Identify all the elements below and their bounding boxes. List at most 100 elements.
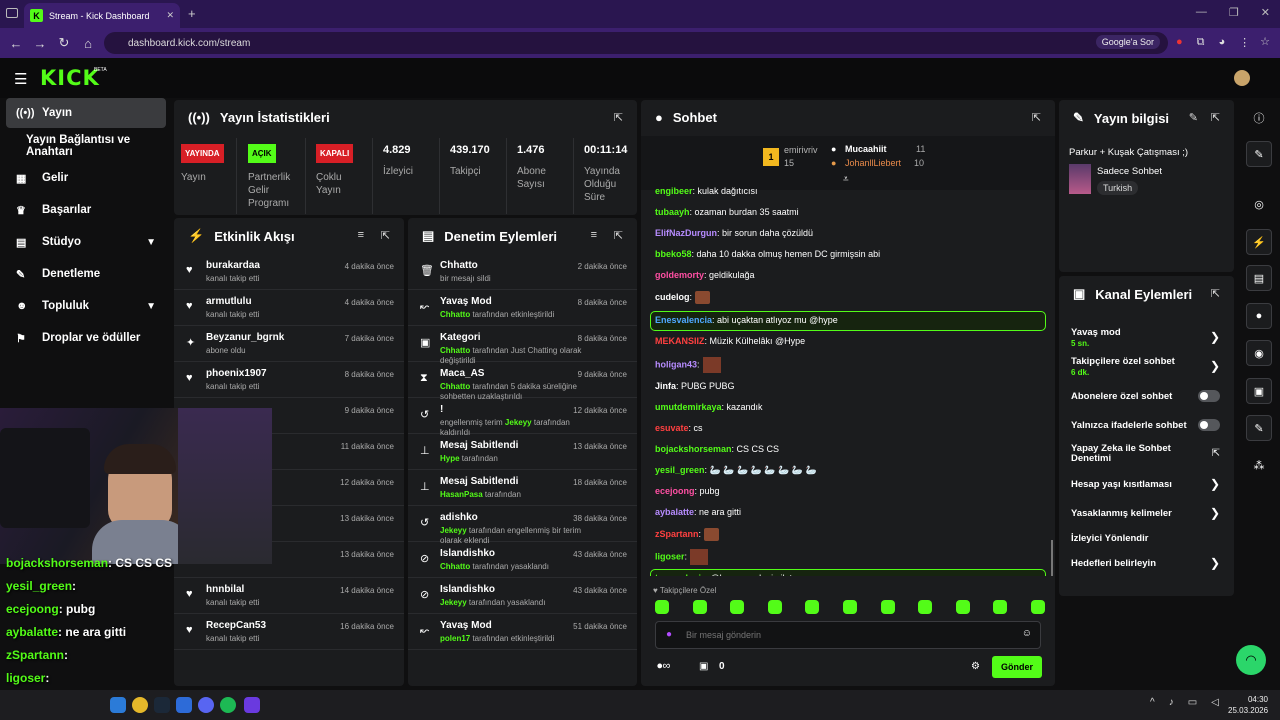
chat-username[interactable]: yesil_green	[655, 465, 705, 475]
kick-emote-icon[interactable]	[880, 600, 895, 614]
sidebar-item-gelir[interactable]: ▦ Gelir	[6, 163, 166, 193]
followers-chat-action[interactable]: Takipçilere özel sohbet 6 dk.	[1071, 356, 1175, 377]
actions-icon[interactable]: ▣	[1246, 378, 1272, 404]
chat-message[interactable]: Jinfa: PUBG PUBG	[655, 381, 735, 391]
chat-username[interactable]: goldemorty	[655, 270, 705, 280]
emotes-chat-toggle[interactable]	[1198, 419, 1220, 431]
kick-emote-icon[interactable]	[805, 600, 820, 614]
infinity-icon[interactable]: ⦁∞	[657, 660, 671, 672]
chat-username[interactable]: ElifNazDurgun	[655, 228, 717, 238]
event-user[interactable]: RecepCan53	[206, 620, 267, 631]
moderator-name[interactable]: Jekeyy	[504, 418, 532, 427]
chat-username[interactable]: zSpartann	[655, 528, 699, 539]
list-item[interactable]: ✦ Beyzanur_bgrnk abone oldu 7 dakika önc…	[174, 326, 404, 362]
chat-message[interactable]: ecejoong: pubg	[655, 486, 720, 496]
kick-emote-icon[interactable]	[730, 600, 745, 614]
chat-message[interactable]: bojackshorseman: CS CS CS	[655, 444, 779, 454]
kick-emote-icon[interactable]	[655, 600, 669, 614]
kick-emote-icon[interactable]	[918, 600, 933, 614]
extensions-icon[interactable]: ⧉	[1196, 36, 1205, 48]
url-field[interactable]: dashboard.kick.com/stream Google'a Sor	[104, 32, 1168, 54]
document-icon[interactable]: ▤	[1246, 265, 1272, 291]
chat-message[interactable]: yesil_green: 🦢 🦢 🦢 🦢 🦢 🦢 🦢 🦢	[655, 465, 817, 476]
list-item[interactable]: ⊥ Mesaj Sabitlendi HasanPasa tarafından …	[408, 470, 637, 506]
edit-pencil-icon[interactable]: ✎	[1246, 141, 1272, 167]
chat-message[interactable]: goldemorty: geldikulağa	[655, 270, 755, 280]
kick-emote-icon[interactable]	[993, 600, 1008, 614]
chat-message[interactable]: aybalatte: ne ara gitti	[655, 507, 741, 517]
support-headset-icon[interactable]: ◠	[1236, 645, 1266, 675]
microphone-icon[interactable]: ●	[666, 629, 673, 640]
chat-message[interactable]: zSpartann:	[655, 528, 720, 541]
chat-message[interactable]: engibeer: kulak dağıtıcısı	[655, 186, 758, 196]
lightning-icon[interactable]: ⚡	[1246, 229, 1272, 255]
chat-username[interactable]: ligoser	[655, 551, 685, 562]
chat-scrollbar[interactable]	[1051, 540, 1053, 576]
moderator-name[interactable]: Chhatto	[440, 382, 471, 391]
community-icon[interactable]: ⁂	[1253, 459, 1265, 472]
chat-username[interactable]: tubaayh	[655, 207, 690, 217]
chat-message[interactable]: MEKANSIIZ: Müzik Külhelâkı @Hype	[655, 336, 805, 346]
list-item[interactable]: ♥ hnnbilal kanalı takip etti 14 dakika ö…	[174, 578, 404, 614]
event-user[interactable]: Beyzanur_bgrnk	[206, 332, 285, 343]
kick-emote-icon[interactable]	[692, 600, 707, 614]
chat-input[interactable]: ● ☺	[655, 621, 1041, 649]
emoji-icon[interactable]: ☺	[1021, 628, 1032, 639]
leader-name[interactable]: JohanllLiebert	[845, 158, 902, 168]
event-user[interactable]: phoenix1907	[206, 368, 267, 379]
home-icon[interactable]: ⌂	[84, 35, 92, 51]
sidebar-item-studyo[interactable]: ▤ Stüdyo ▼	[6, 227, 166, 257]
chat-username[interactable]: holigan43	[655, 359, 698, 370]
chat-username[interactable]: engibeer	[655, 186, 693, 196]
wrench-icon[interactable]: ✎	[1246, 415, 1272, 441]
back-icon[interactable]: ←	[9, 35, 23, 51]
clock[interactable]: 04:30 25.03.2026	[1228, 694, 1268, 716]
chat-message[interactable]: ElifNazDurgun: bir sorun daha çözüldü	[655, 228, 813, 238]
file-explorer-icon[interactable]	[110, 697, 126, 713]
target-icon[interactable]: ◎	[1254, 198, 1264, 211]
chat-message[interactable]: Enesvalencia: abi uçaktan atlıyoz mu @hy…	[655, 315, 838, 325]
list-item[interactable]: ⊘ Islandishko Jekeyy tarafından yasaklan…	[408, 578, 637, 614]
event-user[interactable]: burakardaa	[206, 260, 260, 271]
redirect-viewers-action[interactable]: İzleyici Yönlendir	[1071, 533, 1149, 544]
moderator-name[interactable]: Chhatto	[440, 310, 471, 319]
list-item[interactable]: ♥ armutlulu kanalı takip etti 4 dakika ö…	[174, 290, 404, 326]
subs-chat-toggle[interactable]	[1198, 390, 1220, 402]
chat-message[interactable]: cudelog:	[655, 291, 711, 304]
sidebar-item-denetleme[interactable]: ✎ Denetleme	[6, 259, 166, 289]
chat-username[interactable]: aybalatte	[655, 507, 695, 517]
sidebar-item-stream-key[interactable]: Yayın Bağlantısı ve Anahtarı	[6, 131, 166, 161]
chat-username[interactable]: bbeko58	[655, 249, 692, 259]
chevron-right-icon[interactable]: ❯	[1209, 359, 1220, 373]
edit-pencil-icon[interactable]: ✎	[1188, 112, 1198, 124]
chat-username[interactable]: umutdemirkaya	[655, 402, 722, 412]
sidebar-item-topluluk[interactable]: ☻ Topluluk ▼	[6, 291, 166, 321]
network-icon[interactable]: ▭	[1187, 697, 1198, 708]
popout-icon[interactable]: ⇱	[1210, 288, 1220, 300]
sidebar-item-droplar[interactable]: ⚑ Droplar ve ödüller	[6, 323, 166, 353]
chevron-right-icon[interactable]: ❯	[1209, 506, 1220, 520]
points-icon[interactable]: ▣	[699, 661, 709, 672]
kick-emote-icon[interactable]	[842, 600, 857, 614]
chevron-right-icon[interactable]: ❯	[1209, 556, 1220, 570]
sidebar-item-yayin[interactable]: ((•)) Yayın	[6, 98, 166, 128]
chat-message[interactable]: ligoser:	[655, 549, 709, 565]
forward-icon[interactable]: →	[33, 35, 47, 51]
category-thumbnail[interactable]	[1069, 164, 1091, 194]
chat-message[interactable]: holigan43:	[655, 357, 721, 373]
chat-message[interactable]: esuvate: cs	[655, 423, 703, 433]
popout-icon[interactable]: ⇱	[613, 112, 623, 124]
popout-icon[interactable]: ⇱	[1031, 112, 1041, 124]
age-restriction-action[interactable]: Hesap yaşı kısıtlaması	[1071, 479, 1172, 490]
list-item[interactable]: ↜ Yavaş Mod polen17 tarafından etkinleşt…	[408, 614, 637, 650]
minimize-icon[interactable]: —	[1195, 6, 1207, 18]
leader-name[interactable]: Mucaahiit	[845, 144, 887, 154]
profile-icon[interactable]: ◕	[1218, 36, 1226, 48]
list-item[interactable]: ⊘ Islandishko Chhatto tarafından yasakla…	[408, 542, 637, 578]
category-name[interactable]: Sadece Sohbet	[1097, 166, 1162, 177]
bookmark-star-icon[interactable]: ☆	[1260, 36, 1270, 48]
close-window-icon[interactable]: ✕	[1260, 7, 1270, 19]
settings-gear-icon[interactable]: ⚙	[971, 661, 980, 672]
tray-chevron-icon[interactable]: ^	[1150, 697, 1155, 708]
tab-overview-icon[interactable]	[6, 8, 18, 18]
